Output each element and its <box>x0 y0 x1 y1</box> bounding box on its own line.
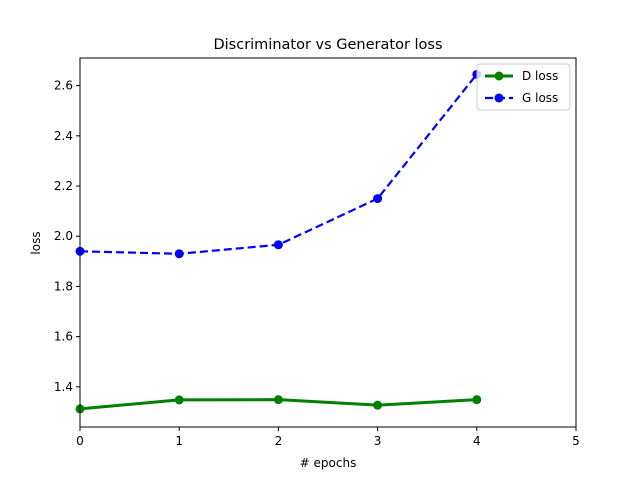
legend-g-loss-label: G loss <box>522 91 558 105</box>
x-tick-label: 4 <box>473 434 481 448</box>
x-axis-label: # epochs <box>300 456 357 470</box>
legend: D loss G loss <box>476 63 571 111</box>
x-tick-label: 3 <box>374 434 382 448</box>
chart-title: Discriminator vs Generator loss <box>213 37 442 53</box>
x-tick-label: 1 <box>175 434 183 448</box>
x-axis-ticks: 0 1 2 3 4 5 <box>76 427 580 448</box>
plot-series <box>75 69 482 414</box>
y-tick-label: 2.0 <box>54 229 73 243</box>
y-axis-ticks: 1.4 1.6 1.8 2.0 2.2 2.4 2.6 <box>54 79 80 394</box>
d-loss-point <box>472 395 482 405</box>
g-loss-point <box>273 240 283 250</box>
y-tick-label: 2.6 <box>54 79 73 93</box>
legend-d-loss-label: D loss <box>522 69 558 83</box>
y-tick-label: 1.8 <box>54 279 73 293</box>
x-tick-label: 2 <box>275 434 283 448</box>
y-tick-label: 2.4 <box>54 129 73 143</box>
plot-frame <box>79 57 577 428</box>
g-loss-series-line <box>79 73 478 255</box>
x-tick-label: 0 <box>76 434 84 448</box>
y-tick-label: 1.4 <box>54 380 73 394</box>
legend-g-loss-marker <box>494 93 504 103</box>
legend-d-loss-marker <box>494 71 504 81</box>
g-loss-point <box>373 194 383 204</box>
x-tick-label: 5 <box>572 434 580 448</box>
y-axis-label: loss <box>29 231 43 254</box>
d-loss-point <box>174 395 184 405</box>
y-tick-label: 1.6 <box>54 330 73 344</box>
g-loss-point <box>174 249 184 259</box>
y-tick-label: 2.2 <box>54 179 73 193</box>
d-loss-point <box>373 400 383 410</box>
d-loss-point <box>273 395 283 405</box>
